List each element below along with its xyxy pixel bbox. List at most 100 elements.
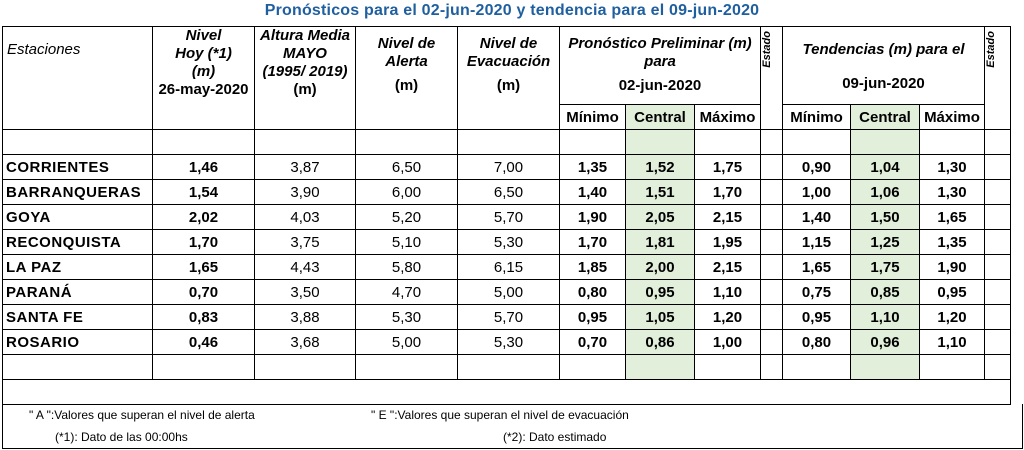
tendencia-maximo: 1,30: [919, 154, 985, 180]
forecast-table: Estaciones Nivel Hoy (*1) (m) 26-may-202…: [2, 26, 1011, 405]
estado-cell: [760, 304, 783, 330]
nivel-alerta-value: 5,20: [355, 204, 458, 230]
pronostico-maximo: 1,10: [694, 279, 761, 305]
nivel-hoy-value: 0,70: [152, 279, 255, 305]
nivel-alerta-value: 5,80: [355, 254, 458, 280]
station-name: GOYA: [2, 204, 153, 230]
subheader-maximo: Máximo: [694, 104, 761, 130]
pronostico-central: 1,51: [625, 179, 695, 205]
pronostico-maximo: 1,20: [694, 304, 761, 330]
table-row: CORRIENTES 1,46 3,87 6,50 7,00 1,35 1,52…: [2, 154, 1011, 180]
header-tend-date: 09-jun-2020: [842, 75, 925, 92]
header-estaciones: Estaciones: [2, 26, 153, 130]
tendencia-minimo: 1,00: [782, 179, 851, 205]
pronostico-maximo: 1,95: [694, 229, 761, 255]
header-pron-line2: para: [644, 53, 676, 70]
empty-cell: [152, 354, 255, 380]
estado-cell: [984, 154, 1011, 180]
tendencia-central: 0,96: [850, 329, 920, 355]
empty-cell: [782, 354, 851, 380]
nivel-evacuacion-value: 6,50: [457, 179, 560, 205]
spacer-cell: [254, 129, 356, 155]
station-name: CORRIENTES: [2, 154, 153, 180]
header-evac-line1: Nivel de: [479, 35, 538, 52]
pronostico-maximo: 1,75: [694, 154, 761, 180]
pronostico-minimo: 1,90: [559, 204, 626, 230]
estado-cell: [984, 179, 1011, 205]
table-row: BARRANQUERAS 1,54 3,90 6,00 6,50 1,40 1,…: [2, 179, 1011, 205]
tendencia-maximo: 1,10: [919, 329, 985, 355]
nivel-evacuacion-value: 6,15: [457, 254, 560, 280]
header-pron-date: 02-jun-2020: [618, 77, 702, 94]
pronostico-central: 0,86: [625, 329, 695, 355]
pronostico-minimo: 1,70: [559, 229, 626, 255]
estado-cell: [984, 204, 1011, 230]
pronostico-minimo: 1,85: [559, 254, 626, 280]
footnotes: " A ":Valores que superan el nivel de al…: [2, 404, 1023, 449]
pronostico-maximo: 1,00: [694, 329, 761, 355]
table-row: GOYA 2,02 4,03 5,20 5,70 1,90 2,05 2,15 …: [2, 204, 1011, 230]
altura-media-value: 3,75: [254, 229, 356, 255]
spacer-cell: [2, 129, 153, 155]
pronostico-minimo: 0,95: [559, 304, 626, 330]
subheader-central: Central: [625, 104, 695, 130]
empty-cell: [457, 354, 560, 380]
pronostico-maximo: 1,70: [694, 179, 761, 205]
spacer-cell: [152, 129, 255, 155]
empty-cell: [694, 354, 761, 380]
nivel-evacuacion-value: 5,00: [457, 279, 560, 305]
header-altura-line1: Altura Media: [259, 27, 350, 45]
empty-cell: [760, 354, 783, 380]
tendencia-maximo: 1,30: [919, 179, 985, 205]
nivel-hoy-value: 1,54: [152, 179, 255, 205]
nivel-hoy-value: 1,70: [152, 229, 255, 255]
table-row: RECONQUISTA 1,70 3,75 5,10 5,30 1,70 1,8…: [2, 229, 1011, 255]
pronostico-central: 1,05: [625, 304, 695, 330]
nivel-alerta-value: 4,70: [355, 279, 458, 305]
estado-cell: [760, 229, 783, 255]
tendencia-central: 1,75: [850, 254, 920, 280]
nivel-hoy-value: 0,83: [152, 304, 255, 330]
empty-cell: [984, 354, 1011, 380]
pronostico-minimo: 1,35: [559, 154, 626, 180]
pronostico-central: 2,05: [625, 204, 695, 230]
empty-cell: [355, 354, 458, 380]
altura-media-value: 4,43: [254, 254, 356, 280]
station-name: SANTA FE: [2, 304, 153, 330]
estado-cell: [760, 154, 783, 180]
footnote-dato-estimado: (*2): Dato estimado: [503, 430, 607, 444]
subheader-central: Central: [850, 104, 920, 130]
subheader-minimo: Mínimo: [559, 104, 626, 130]
header-altura-media: Altura Media MAYO (1995/ 2019) (m): [254, 26, 356, 130]
spacer-cell: [782, 129, 851, 155]
footnote-dato-hora: (*1): Dato de las 00:00hs: [55, 430, 188, 444]
pronostico-minimo: 0,80: [559, 279, 626, 305]
estado-cell: [760, 179, 783, 205]
header-estado-label: Estado: [985, 31, 998, 68]
subheader-maximo: Máximo: [919, 104, 985, 130]
pronostico-central: 0,95: [625, 279, 695, 305]
spacer-cell: [919, 129, 985, 155]
header-nivel-hoy: Nivel Hoy (*1) (m) 26-may-2020: [152, 26, 255, 130]
spacer-cell: [457, 129, 560, 155]
table-row: SANTA FE 0,83 3,88 5,30 5,70 0,95 1,05 1…: [2, 304, 1011, 330]
spacer-cell: [625, 129, 695, 155]
header-altura-unit: (m): [293, 81, 317, 98]
altura-media-value: 3,87: [254, 154, 356, 180]
header-estado-1: Estado: [760, 26, 783, 130]
header-nivel-hoy-unit: (m): [191, 63, 216, 80]
tendencia-minimo: 0,90: [782, 154, 851, 180]
header-nivel-alerta: Nivel de Alerta (m): [355, 26, 458, 130]
station-name: ROSARIO: [2, 329, 153, 355]
nivel-hoy-value: 1,65: [152, 254, 255, 280]
header-alerta-line1: Nivel de: [377, 35, 436, 52]
station-name: LA PAZ: [2, 254, 153, 280]
tendencia-maximo: 1,90: [919, 254, 985, 280]
tendencia-minimo: 0,95: [782, 304, 851, 330]
tendencia-maximo: 0,95: [919, 279, 985, 305]
estado-cell: [984, 279, 1011, 305]
empty-cell: [850, 354, 920, 380]
station-name: RECONQUISTA: [2, 229, 153, 255]
header-tend-line1: Tendencias (m) para el: [802, 41, 965, 58]
nivel-evacuacion-value: 5,70: [457, 204, 560, 230]
